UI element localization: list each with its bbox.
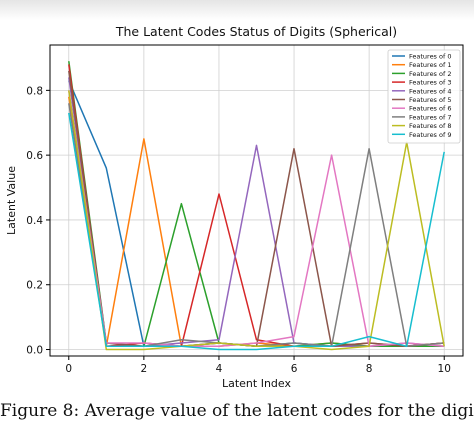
y-tick-label: 0.8	[26, 85, 43, 97]
chart-title: The Latent Codes Status of Digits (Spher…	[115, 24, 397, 39]
plot-frame	[49, 44, 464, 357]
y-tick-label: 0.4	[26, 215, 43, 227]
x-tick-label: 0	[65, 363, 72, 375]
x-tick-label: 2	[141, 363, 148, 375]
x-axis-label: Latent Index	[222, 377, 292, 390]
legend-label-9: Features of 9	[409, 131, 451, 139]
y-axis-label: Latent Value	[5, 166, 18, 235]
x-tick-label: 10	[438, 363, 451, 375]
legend-label-5: Features of 5	[409, 96, 451, 104]
y-tick-label: 0.0	[26, 345, 43, 357]
legend-label-1: Features of 1	[409, 61, 451, 69]
x-tick-label: 4	[216, 363, 223, 375]
y-tick-label: 0.6	[26, 150, 43, 162]
legend-label-4: Features of 4	[409, 87, 451, 95]
series-line-8	[68, 90, 445, 351]
top-edge-shading	[0, 0, 474, 20]
series-line-6	[68, 90, 445, 348]
legend-label-2: Features of 2	[409, 70, 451, 78]
legend-label-0: Features of 0	[409, 53, 451, 61]
legend-box	[387, 49, 461, 144]
x-tick-label: 8	[366, 363, 373, 375]
legend-label-8: Features of 8	[409, 122, 451, 130]
series-line-9	[68, 112, 445, 351]
line-chart: 0 2 4 6 8 10 0.0 0.2 0.4 0.6 0.8 The Latent Codes S…	[5, 24, 464, 390]
y-tick-label: 0.2	[26, 280, 43, 292]
legend-label-6: Features of 6	[409, 105, 451, 113]
x-tick-label: 6	[291, 363, 298, 375]
legend-label-7: Features of 7	[409, 113, 451, 121]
figure-caption: Figure 8: Average value of the latent co…	[0, 401, 474, 421]
legend-label-3: Features of 3	[409, 79, 451, 87]
